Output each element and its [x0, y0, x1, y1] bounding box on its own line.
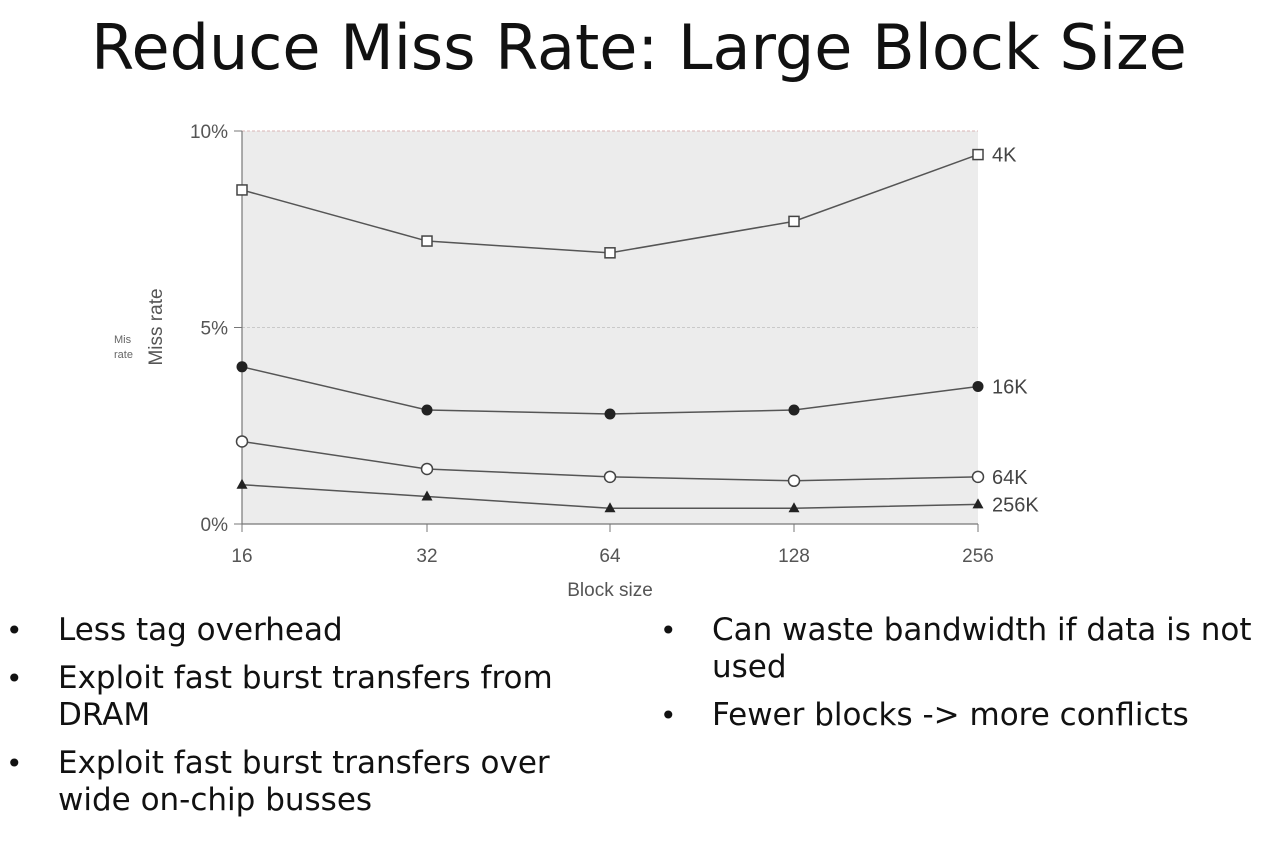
x-tick-label: 256 [962, 546, 994, 567]
data-point [604, 247, 616, 259]
data-point [972, 148, 984, 161]
data-point [421, 490, 433, 501]
series-label: 256K [992, 494, 1039, 516]
data-point [787, 474, 801, 488]
data-point [236, 184, 248, 196]
data-point [236, 361, 248, 373]
bullet-item: Can waste bandwidth if data is not used [660, 612, 1270, 686]
data-point [421, 235, 433, 247]
data-point [972, 380, 984, 392]
data-point [604, 502, 616, 513]
data-point [971, 470, 985, 484]
series [235, 148, 985, 513]
axes [234, 130, 979, 532]
y-axis-overlay-label: rate [114, 349, 133, 361]
data-point [603, 470, 617, 484]
y-tick-label: 0% [201, 515, 229, 536]
data-point [420, 462, 434, 476]
series-label: 64K [992, 467, 1028, 489]
y-axis-overlay-label: Mis [114, 334, 132, 346]
data-point [788, 215, 800, 228]
series-label: 4K [992, 145, 1017, 167]
data-point [236, 478, 248, 489]
series-64k [235, 435, 985, 488]
bullet-item: Exploit fast burst transfers from DRAM [6, 660, 566, 734]
data-point [788, 502, 800, 513]
series-16k [236, 361, 984, 420]
series-label: 16K [992, 376, 1028, 398]
labels: 0% 5% 10% 16 32 64 128 256 4K 16K 64K 256K [190, 122, 1039, 567]
bullet-item: Exploit fast burst transfers over wide o… [6, 745, 566, 819]
data-point [972, 498, 984, 509]
data-point [235, 435, 249, 448]
series-256k [236, 478, 984, 513]
x-tick-label: 16 [231, 546, 252, 567]
series-4k [236, 148, 984, 259]
data-point [604, 408, 616, 420]
slide-title: Reduce Miss Rate: Large Block Size [91, 11, 1187, 84]
bullet-item: Fewer blocks -> more conflicts [660, 697, 1270, 734]
x-axis-title: Block size [567, 580, 653, 601]
bullet-item: Less tag overhead [6, 612, 566, 649]
y-tick-label: 5% [201, 319, 229, 340]
x-tick-label: 64 [599, 546, 621, 567]
data-point [421, 404, 433, 416]
x-tick-label: 32 [416, 546, 437, 567]
bullet-list-disadvantages: Can waste bandwidth if data is not used … [660, 612, 1270, 745]
data-point [788, 404, 800, 416]
x-tick-label: 128 [778, 546, 810, 567]
y-axis-title: Miss rate [146, 288, 167, 365]
bullet-list-advantages: Less tag overhead Exploit fast burst tra… [6, 612, 566, 830]
y-tick-label: 10% [190, 122, 228, 143]
